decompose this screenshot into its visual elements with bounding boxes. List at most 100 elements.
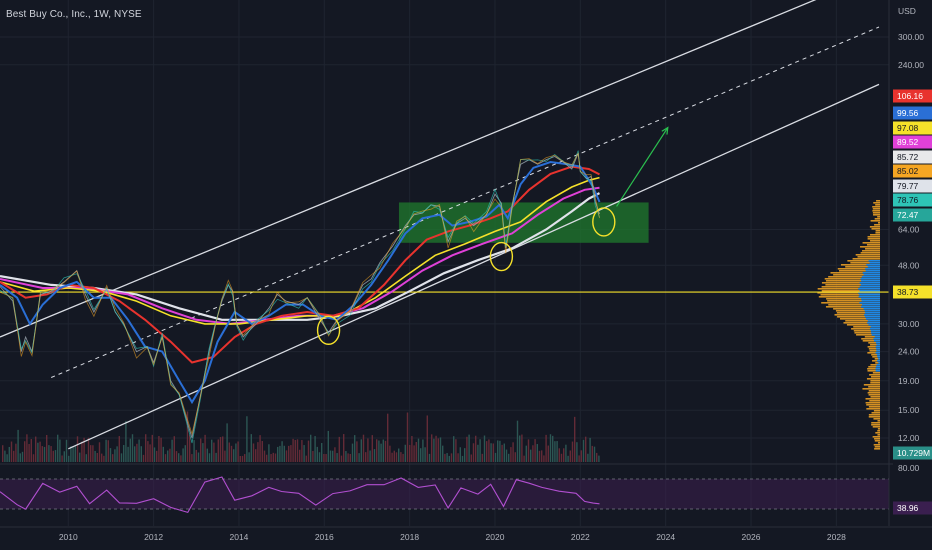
volume-bar [437,438,439,462]
profile-bar [818,296,880,298]
volume-bar [230,445,233,462]
profile-value-bar [875,346,880,348]
volume-bar [136,443,138,462]
price-line [0,153,600,439]
rsi-level-label: 80.00 [898,463,920,473]
volume-bar [426,415,428,462]
volume-bar [307,440,310,462]
price-badge: 97.08 [893,121,932,135]
profile-bar [839,318,880,320]
volume-bar [156,450,158,462]
profile-value-bar [873,340,880,342]
time-tick-label: 2018 [400,532,419,542]
highlight-circle [316,315,341,345]
profile-bar [870,220,880,222]
volume-bar [475,435,477,462]
price-tick-label: 19.00 [898,376,920,386]
volume-bar [444,453,446,462]
profile-value-bar [878,362,880,364]
profile-bar [873,214,880,216]
profile-value-bar [861,298,880,300]
highlight-circle [592,207,616,237]
profile-bar [821,302,880,304]
volume-bar [530,449,532,462]
volume-bar [569,450,571,462]
volume-bar [173,436,175,462]
profile-value-bar [875,368,880,370]
highlight-circle [489,241,514,272]
price-badge: 85.02 [893,164,932,178]
volume-bar [356,441,358,462]
profile-value-bar [865,318,880,320]
volume-bar [446,453,448,462]
symbol-title[interactable]: Best Buy Co., Inc., 1W, NYSE [6,9,142,20]
profile-value-bar [876,354,880,356]
volume-bar [219,436,222,462]
volume-bar [270,454,272,462]
volume-bar [8,446,10,462]
volume-bar [367,438,369,462]
profile-bar [853,326,880,328]
profile-bar [863,384,880,386]
time-axis: 2010 2012 2014 2016 2018 2020 2022 2024 2026 2028 [0,526,932,542]
volume-bar [422,439,424,462]
volume-bar [384,440,387,462]
volume-bar [527,439,530,462]
volume-bar [39,441,41,462]
price-badge: 72.47 [893,208,932,222]
volume-bar [492,443,494,462]
volume-bar [129,438,131,462]
volume-bar [109,448,112,462]
price-noise-teal [0,150,600,444]
volume-bar [160,437,162,462]
rsi-value-badge-bg [893,501,932,515]
volume-bar [400,452,402,462]
volume-bar [516,420,519,462]
volume-bar [57,434,59,462]
volume-bar [347,453,349,462]
profile-value-bar [859,302,880,304]
rsi-value-badge: 38.96 [893,501,932,515]
volume-bar [233,449,235,462]
volume-bar [28,443,30,462]
volume-bar [327,430,329,462]
profile-bar [820,294,880,296]
profile-bar [862,242,880,244]
volume-bar [345,451,347,462]
profile-bar [833,308,880,310]
volume-bar [470,454,472,462]
profile-value-bar [867,320,880,322]
volume-bar [138,439,140,462]
volume-bar [175,451,178,462]
profile-bar [870,396,880,398]
volume-bar [433,438,435,462]
profile-bar [872,210,880,212]
volume-bar [274,453,277,462]
volume-bar [371,435,373,462]
volume-bar [481,453,483,462]
price-tick-label: 300.00 [898,32,924,42]
volume-bar [35,436,37,462]
volume-bar [96,452,98,462]
price-badge-text: 97.08 [897,123,919,133]
volume-bar [554,441,556,462]
volume-bar [362,434,365,462]
price-badge: 106.16 [893,89,932,103]
volume-bar [395,452,398,462]
volume-bar [534,439,536,462]
profile-value-bar [875,366,880,368]
sma-slow-line [0,192,601,321]
profile-bar [874,446,880,448]
profile-value-bar [858,296,880,298]
volume-bar [340,455,343,462]
profile-bar [870,382,880,384]
volume-bar [455,439,457,462]
profile-value-bar [868,324,880,326]
volume-bar [98,442,101,462]
profile-bar [860,246,880,248]
volume-bar [351,443,354,462]
volume-bar [404,444,406,462]
profile-bar [867,346,880,348]
volume-bar [545,434,547,462]
